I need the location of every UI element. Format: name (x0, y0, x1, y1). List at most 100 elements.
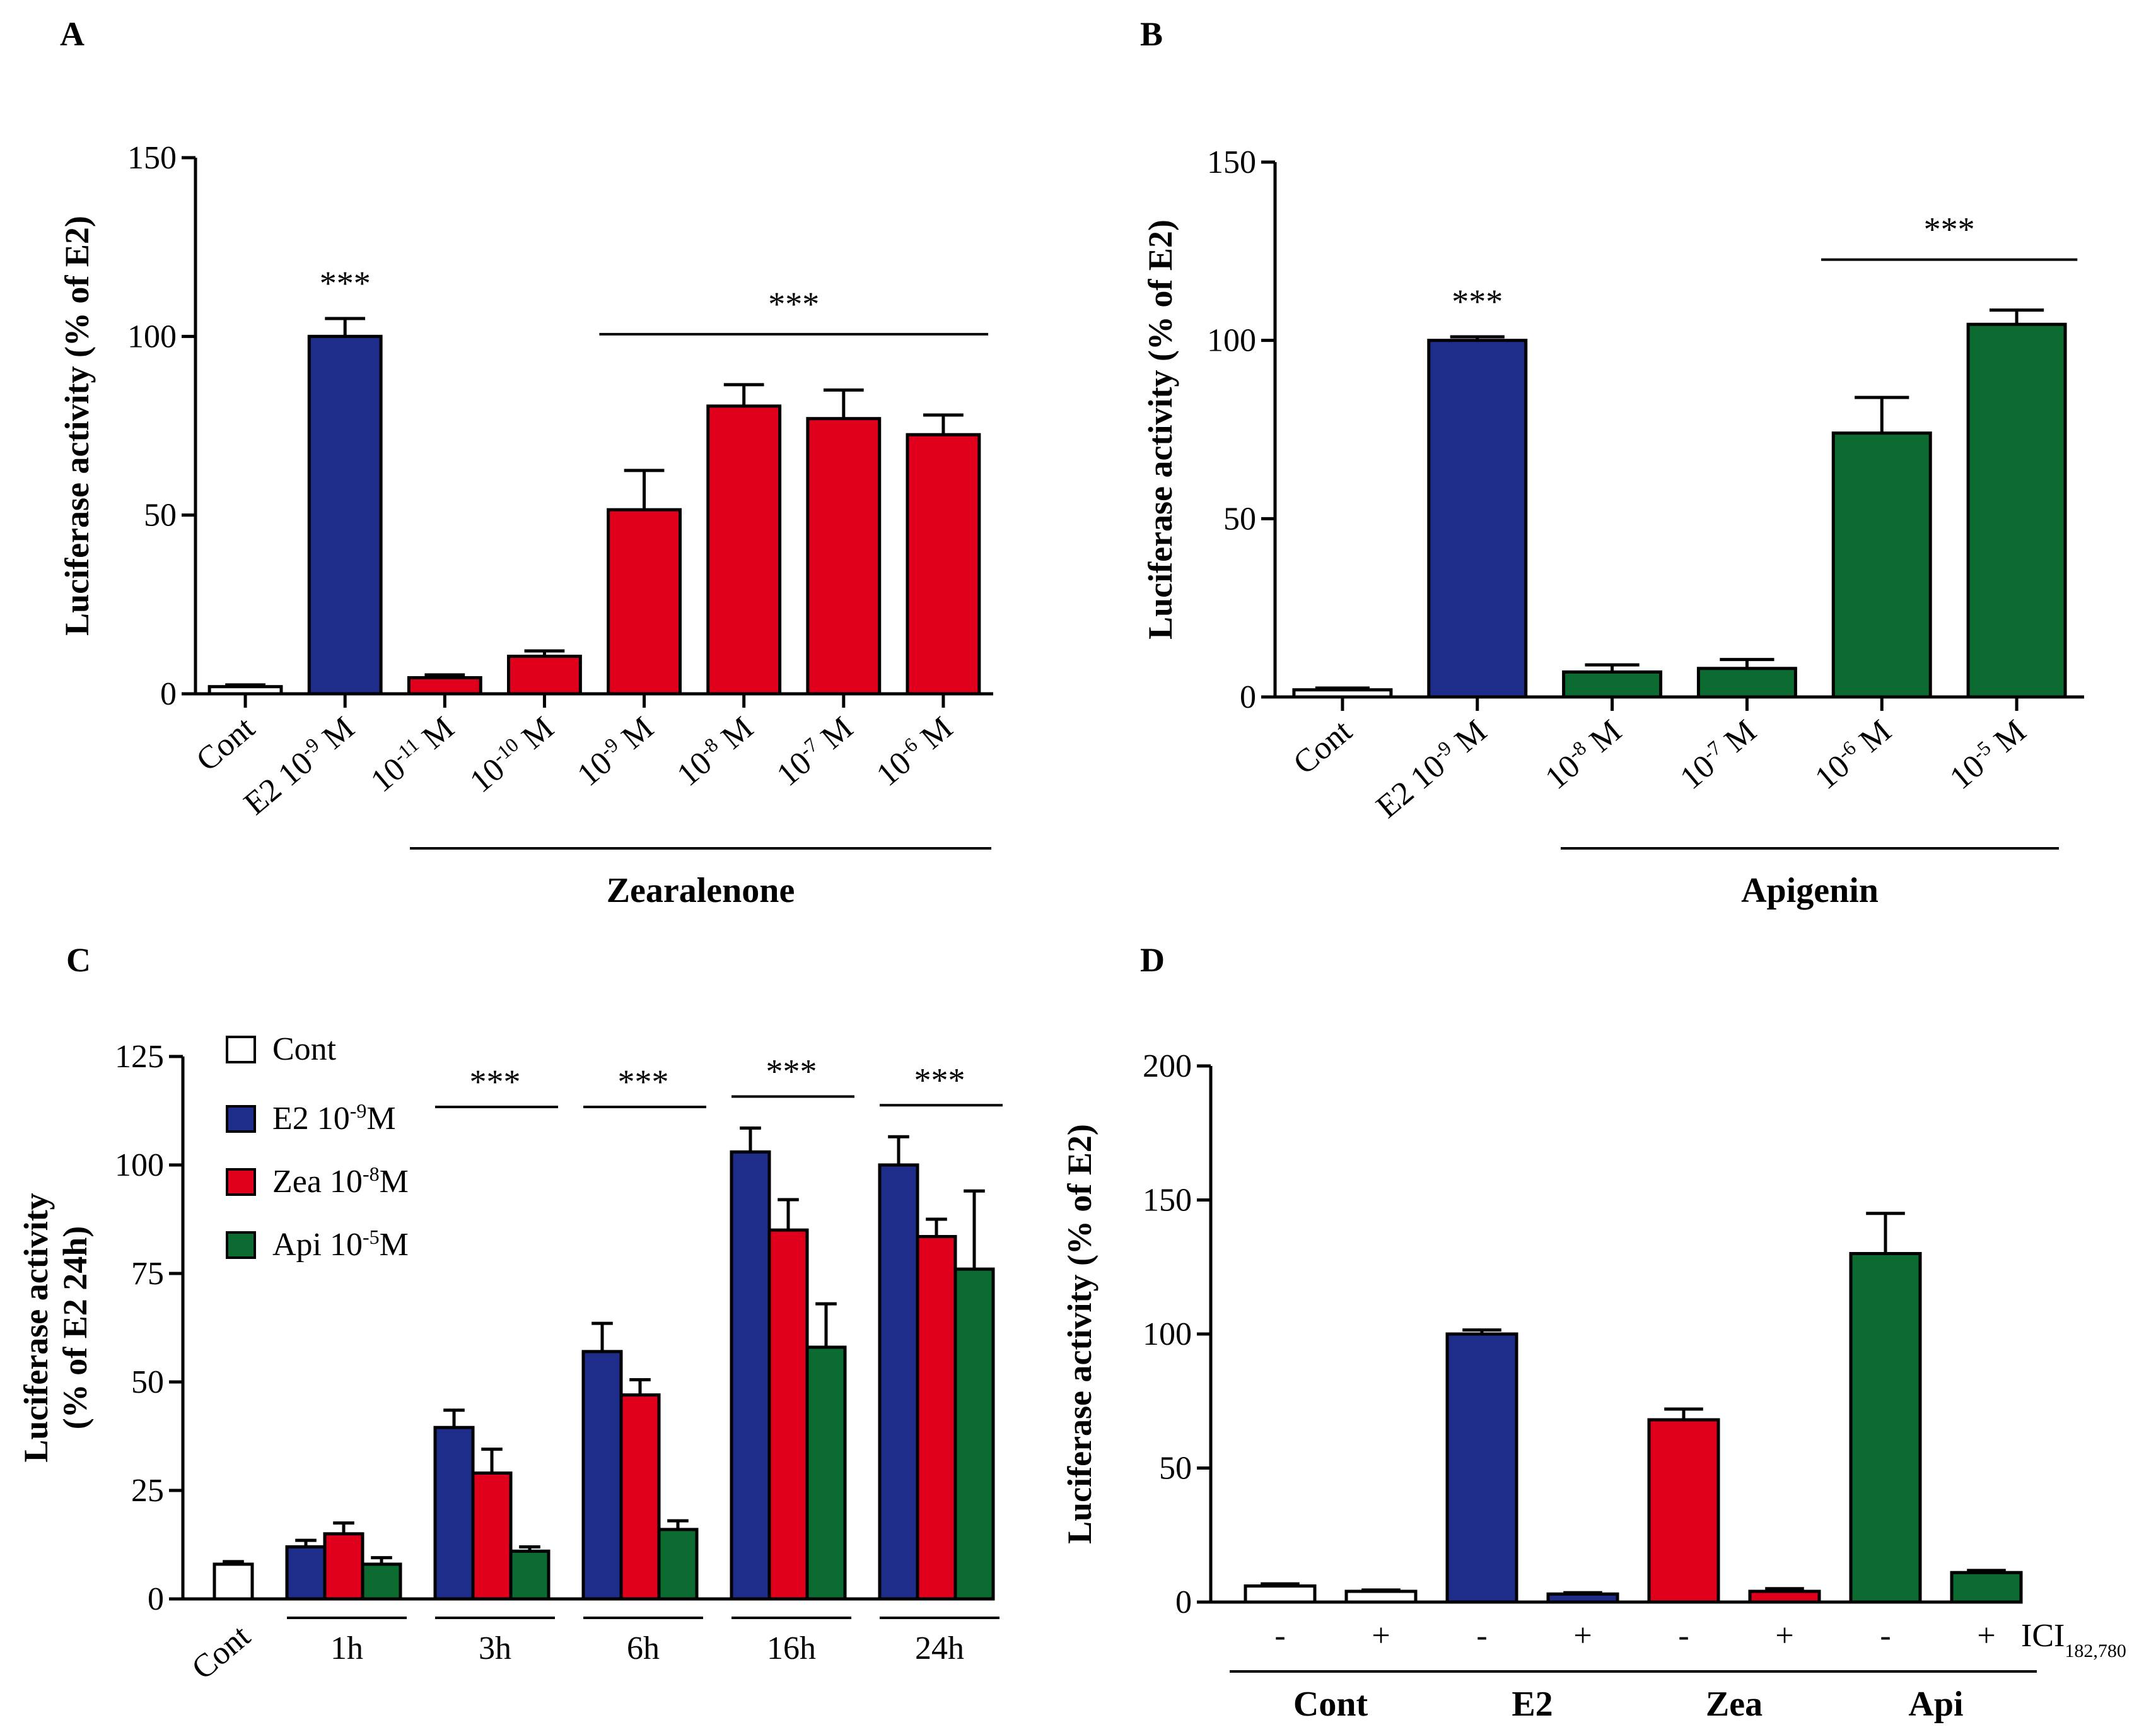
panel-c-legend-label: Zea 10-8M (272, 1162, 409, 1200)
panel-b-y-tick-label: 50 (1223, 501, 1256, 537)
panel-c-chart: 0 25 50 75 100 125 Cont 1h 3h 6h 16h 24h *** *** *** **… (17, 1031, 1003, 1687)
panel-d-treatment-sign: - (1678, 1618, 1689, 1654)
panel-a-bar (607, 508, 682, 696)
panel-d-group-label: E2 (1512, 1685, 1553, 1724)
panel-c-bar (619, 1393, 661, 1601)
panel-c-bar (213, 1562, 254, 1601)
panel-b-x-tick-label: 10-5 M (1942, 712, 2033, 797)
panel-b-bar (1966, 322, 2067, 699)
panel-c-bar (878, 1163, 919, 1601)
panel-c-bar (285, 1545, 327, 1601)
panel-a-x-tick-label: 10-10 M (462, 709, 561, 800)
panel-c-group-label: 24h (915, 1630, 964, 1666)
panel-d-group-label: Zea (1706, 1685, 1763, 1724)
panel-a-y-axis-label: Luciferase activity (% of E2) (58, 216, 96, 636)
panel-d-y-axis-label: Luciferase activity (% of E2) (1061, 1124, 1098, 1544)
panel-a-bar (706, 404, 782, 696)
panel-d-bar (1950, 1571, 2023, 1604)
panel-c-y-tick-label: 0 (148, 1581, 164, 1617)
panel-c-legend-swatch (226, 1036, 256, 1063)
panel-a-y-tick-label: 150 (127, 140, 177, 176)
panel-d-bar (1546, 1592, 1619, 1604)
panel-a-bar (507, 655, 582, 696)
panel-c-legend-swatch (226, 1231, 256, 1259)
panel-c-legend-swatch (226, 1168, 256, 1196)
panel-b-y-axis-label: Luciferase activity (% of E2) (1141, 219, 1179, 640)
panel-d-treatment-label: ICI182,780 (2021, 1618, 2126, 1661)
panel-c-group-label: 6h (627, 1630, 660, 1666)
panel-a-x-tick-label: 10-6 M (869, 709, 960, 793)
panel-c-legend-swatch (226, 1105, 256, 1133)
panel-d-bar (1647, 1418, 1720, 1604)
panel-b-significance-stars: *** (1452, 283, 1503, 320)
panel-c-bar (953, 1267, 995, 1601)
panel-c-group-label: 3h (479, 1630, 511, 1666)
panel-d-treatment-sign: + (1573, 1618, 1592, 1654)
panel-c-y-axis-label: (% of E2 24h) (56, 1226, 94, 1430)
panel-c-bar (581, 1350, 623, 1601)
panel-a-bar (307, 334, 383, 696)
panel-c-significance-stars: *** (914, 1061, 965, 1099)
panel-d-treatment-sign: - (1880, 1618, 1891, 1654)
panel-c-bar (657, 1528, 699, 1601)
panel-a-y-tick-label: 50 (144, 498, 177, 534)
panel-c-significance-stars: *** (618, 1063, 669, 1101)
panel-letter-a: A (60, 15, 84, 53)
panel-letter-b: B (1140, 15, 1163, 53)
panel-b-group-label: Apigenin (1741, 871, 1879, 910)
panel-a-bar (906, 433, 981, 696)
panel-a-bar (207, 685, 283, 696)
panel-c-bar (916, 1235, 957, 1601)
panel-c-x-tick-label: Cont (185, 1618, 258, 1687)
panel-d-treatment-sign: - (1476, 1618, 1487, 1654)
panel-b-x-tick-label: 10-8 M (1538, 712, 1629, 797)
panel-a-significance-stars: *** (320, 264, 371, 302)
panel-d-bar (1244, 1584, 1317, 1604)
panel-d-bar (1748, 1589, 1821, 1604)
panel-b-bar (1292, 688, 1393, 699)
panel-a-x-tick-label: 10-7 M (769, 709, 860, 793)
panel-c-y-tick-label: 125 (115, 1039, 164, 1075)
panel-c-legend-label: Api 10-5M (272, 1226, 409, 1263)
panel-c-bar (323, 1532, 364, 1601)
panel-a-bar (407, 676, 482, 696)
panel-c-group-label: 1h (330, 1630, 363, 1666)
panel-b-bar (1831, 431, 1932, 699)
panel-c-bar (361, 1562, 402, 1601)
panel-a-x-tick-label: 10-9 M (570, 709, 661, 793)
panel-d-bar (1344, 1589, 1418, 1604)
panel-c-bar (730, 1150, 771, 1601)
panel-c-y-tick-label: 75 (131, 1256, 164, 1292)
panel-c-y-tick-label: 100 (115, 1147, 164, 1183)
panel-c-y-tick-label: 50 (131, 1364, 164, 1400)
panel-b-y-tick-label: 100 (1207, 323, 1256, 359)
panel-a-y-tick-label: 0 (160, 676, 177, 712)
panel-b-x-tick-label: E2 10-9 M (1369, 712, 1494, 825)
panel-a-x-tick-label: Cont (190, 710, 262, 778)
panel-b-y-tick-label: 0 (1240, 679, 1256, 715)
panel-d-y-tick-label: 150 (1143, 1183, 1192, 1219)
panel-a-x-tick-label: 10-8 M (670, 709, 760, 793)
panel-c-legend-label: Cont (272, 1031, 337, 1067)
panel-c-bar (433, 1425, 475, 1601)
panel-b-x-tick-label: Cont (1287, 713, 1360, 781)
panel-d-bar (1849, 1252, 1922, 1604)
panel-d-treatment-sign: + (1977, 1618, 1995, 1654)
panel-c-bar (767, 1228, 809, 1601)
panel-c-legend-label: E2 10-9M (272, 1099, 396, 1137)
panel-d-treatment-sign: - (1274, 1618, 1285, 1654)
panel-c-y-axis-label: Luciferase activity (17, 1193, 55, 1462)
panel-d-bar (1445, 1332, 1518, 1604)
panel-b-x-tick-label: 10-6 M (1807, 712, 1898, 797)
panel-c-significance-stars: *** (470, 1063, 521, 1101)
panel-letter-c: C (66, 941, 91, 979)
panel-b-x-tick-label: 10-7 M (1673, 712, 1764, 797)
panel-b-bar (1562, 670, 1663, 699)
panel-c-significance-stars: *** (766, 1053, 817, 1091)
panel-c-bar (471, 1471, 513, 1601)
panel-d-group-label: Api (1908, 1685, 1963, 1724)
panel-a-group-label: Zearalenone (607, 871, 795, 910)
